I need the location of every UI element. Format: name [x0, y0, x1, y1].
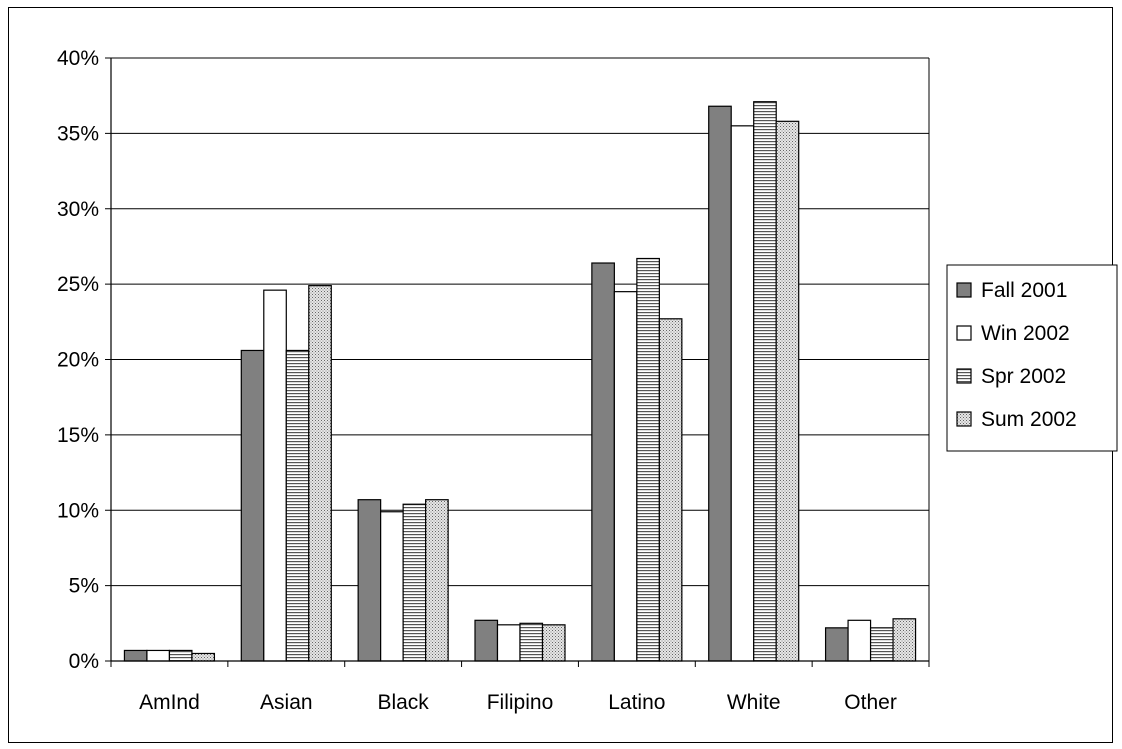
y-tick-label: 30%	[57, 198, 99, 221]
bar	[496, 624, 521, 662]
legend-swatch	[956, 368, 972, 384]
legend: Fall 2001 Win 2002 Spr 2002 Sum 2002	[946, 264, 1118, 452]
y-tick-label: 0%	[69, 650, 99, 673]
bar	[847, 619, 872, 662]
axes: 0% 5% 10% 15% 20% 25% 30% 35% 40% AmInd Asian Black…	[57, 47, 930, 714]
bar	[240, 349, 265, 662]
bar	[474, 619, 499, 662]
legend-label: Fall 2001	[981, 279, 1067, 302]
x-tick-label: Other	[844, 691, 897, 714]
bar	[402, 503, 427, 662]
bar	[658, 318, 683, 662]
legend-label: Win 2002	[981, 322, 1070, 345]
y-tick-label: 20%	[57, 349, 99, 372]
legend-swatch	[956, 282, 972, 298]
gridlines	[111, 57, 930, 661]
bar	[263, 289, 287, 662]
bar	[308, 285, 332, 662]
y-tick-label: 40%	[57, 47, 99, 70]
bar	[892, 618, 917, 662]
legend-swatch	[956, 411, 972, 427]
bar	[519, 622, 544, 662]
bar	[123, 649, 148, 662]
bar	[425, 499, 449, 662]
bar	[146, 649, 171, 662]
x-tick-label: AmInd	[139, 691, 200, 714]
bar	[753, 101, 777, 662]
x-tick-label: Filipino	[487, 691, 554, 714]
bar	[541, 624, 566, 662]
bar	[636, 257, 660, 662]
x-tick-label: Black	[377, 691, 429, 714]
y-tick-label: 5%	[69, 575, 99, 598]
y-tick-label: 10%	[57, 499, 99, 522]
bar	[613, 291, 638, 662]
bar	[775, 120, 800, 662]
bar	[824, 627, 849, 662]
bars	[123, 101, 917, 662]
bar	[168, 649, 193, 662]
bar	[591, 262, 615, 662]
bar	[708, 105, 732, 662]
legend-label: Sum 2002	[981, 408, 1077, 431]
x-tick-label: Latino	[608, 691, 665, 714]
bar	[380, 511, 404, 662]
x-tick-label: Asian	[260, 691, 313, 714]
y-tick-label: 15%	[57, 424, 99, 447]
bar	[869, 627, 894, 662]
bar	[730, 125, 755, 662]
x-tick-label: White	[727, 691, 781, 714]
bar	[285, 349, 310, 662]
legend-box	[946, 264, 1118, 452]
legend-label: Spr 2002	[981, 365, 1066, 388]
bar	[191, 652, 216, 662]
y-tick-label: 35%	[57, 122, 99, 145]
y-tick-label: 25%	[57, 273, 99, 296]
bar	[357, 499, 382, 662]
legend-swatch	[956, 325, 972, 341]
